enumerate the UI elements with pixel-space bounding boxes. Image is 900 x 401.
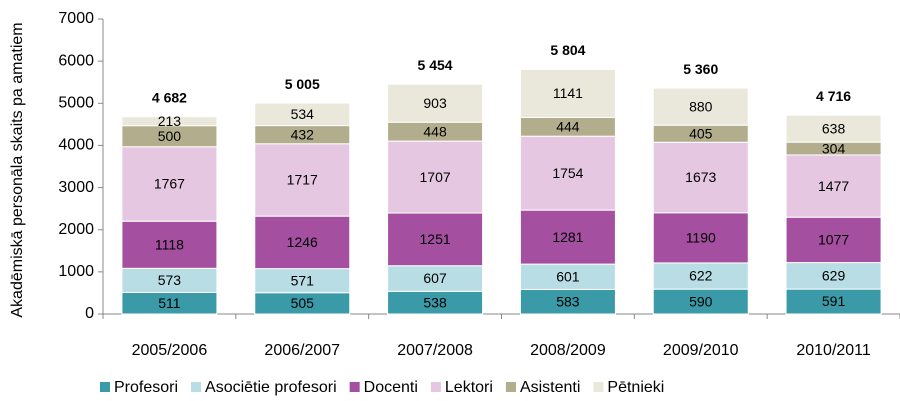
bar-segment bbox=[785, 114, 882, 143]
bar-segment bbox=[652, 288, 749, 315]
value-label: 607 bbox=[423, 270, 447, 286]
legend-label: Docenti bbox=[364, 379, 418, 396]
x-tick-label: 2005/2006 bbox=[132, 342, 208, 359]
value-label: 405 bbox=[689, 125, 713, 141]
legend-label: Pētnieki bbox=[607, 379, 664, 396]
value-label: 571 bbox=[291, 272, 315, 288]
value-label: 1754 bbox=[552, 165, 583, 181]
bar-segment bbox=[519, 209, 616, 265]
legend-swatch bbox=[191, 382, 202, 392]
value-label: 500 bbox=[158, 128, 182, 144]
bar-segment bbox=[519, 263, 616, 290]
legend-swatch bbox=[593, 382, 604, 392]
value-label: 444 bbox=[556, 119, 580, 135]
bar-segment bbox=[519, 135, 616, 211]
bar-segment bbox=[254, 143, 351, 217]
y-tick-label: 3000 bbox=[58, 179, 94, 196]
y-tick-label: 0 bbox=[85, 305, 94, 322]
bar-segment bbox=[121, 116, 218, 127]
bar-segment bbox=[652, 262, 749, 290]
legend-swatch bbox=[505, 382, 516, 392]
total-label: 5 005 bbox=[285, 76, 320, 92]
x-tick-label: 2010/2011 bbox=[796, 342, 871, 359]
value-label: 590 bbox=[689, 293, 713, 309]
bar-segment bbox=[785, 262, 882, 290]
bar-segment bbox=[121, 220, 218, 269]
y-tick-label: 5000 bbox=[58, 95, 94, 112]
bar-segment bbox=[785, 216, 882, 264]
value-label: 573 bbox=[158, 272, 182, 288]
legend-label: Asociētie profesori bbox=[205, 379, 337, 396]
value-label: 1707 bbox=[420, 169, 451, 185]
value-label: 448 bbox=[423, 123, 447, 139]
value-label: 1118 bbox=[155, 236, 184, 252]
value-label: 534 bbox=[291, 106, 315, 122]
value-label: 304 bbox=[822, 140, 846, 156]
legend-label: Lektori bbox=[445, 379, 493, 396]
bar-segment bbox=[519, 68, 616, 118]
bar-segment bbox=[254, 215, 351, 270]
value-label: 538 bbox=[423, 294, 447, 310]
value-label: 432 bbox=[291, 126, 315, 142]
value-label: 1246 bbox=[287, 234, 318, 250]
bar-segment bbox=[652, 87, 749, 126]
value-label: 583 bbox=[556, 293, 580, 309]
value-label: 1141 bbox=[553, 85, 583, 101]
value-label: 880 bbox=[689, 98, 713, 114]
value-label: 1477 bbox=[818, 178, 849, 194]
y-tick-label: 7000 bbox=[58, 10, 94, 27]
legend-swatch bbox=[100, 382, 110, 392]
x-tick-label: 2009/2010 bbox=[663, 342, 739, 359]
bar-segment bbox=[387, 212, 484, 267]
bar-segment bbox=[254, 102, 351, 127]
value-label: 1190 bbox=[686, 230, 716, 246]
total-label: 5 454 bbox=[418, 57, 453, 73]
value-label: 1767 bbox=[154, 176, 185, 192]
x-tick-label: 2007/2008 bbox=[397, 342, 473, 359]
y-tick-label: 6000 bbox=[58, 52, 94, 69]
value-label: 505 bbox=[291, 295, 315, 311]
value-label: 638 bbox=[822, 120, 846, 136]
x-tick-label: 2006/2007 bbox=[264, 342, 340, 359]
total-label: 4 682 bbox=[152, 89, 187, 105]
value-label: 622 bbox=[689, 268, 713, 284]
x-tick-label: 2008/2009 bbox=[530, 342, 606, 359]
total-label: 5 804 bbox=[550, 42, 585, 58]
legend-swatch bbox=[430, 382, 441, 392]
bar-segment bbox=[387, 140, 484, 214]
value-label: 601 bbox=[556, 268, 580, 284]
value-label: 1251 bbox=[420, 231, 451, 247]
legend-label: Profesori bbox=[114, 379, 178, 396]
legend-swatch bbox=[349, 382, 360, 392]
y-tick-label: 2000 bbox=[58, 221, 94, 238]
bar-segment bbox=[121, 146, 218, 222]
bar-segment bbox=[254, 268, 351, 294]
value-label: 1717 bbox=[287, 172, 318, 188]
total-label: 5 360 bbox=[683, 61, 718, 77]
y-axis-label: Akadēmiskā personāla skaits pa amatiem bbox=[9, 22, 26, 317]
bar-segment bbox=[785, 154, 882, 218]
legend-label: Asistenti bbox=[520, 379, 580, 396]
value-label: 903 bbox=[423, 95, 447, 111]
bar-segment bbox=[387, 265, 484, 292]
value-label: 591 bbox=[822, 293, 846, 309]
bar-segment bbox=[387, 83, 484, 123]
total-label: 4 716 bbox=[816, 88, 851, 104]
y-tick-label: 4000 bbox=[58, 137, 94, 154]
value-label: 511 bbox=[158, 295, 181, 311]
bar-segment bbox=[519, 288, 616, 315]
value-label: 1281 bbox=[552, 229, 583, 245]
value-label: 1673 bbox=[685, 169, 716, 185]
value-label: 629 bbox=[822, 268, 846, 284]
value-label: 213 bbox=[158, 113, 182, 129]
value-label: 1077 bbox=[818, 232, 849, 248]
y-tick-label: 1000 bbox=[58, 263, 94, 280]
bar-segment bbox=[785, 288, 882, 315]
